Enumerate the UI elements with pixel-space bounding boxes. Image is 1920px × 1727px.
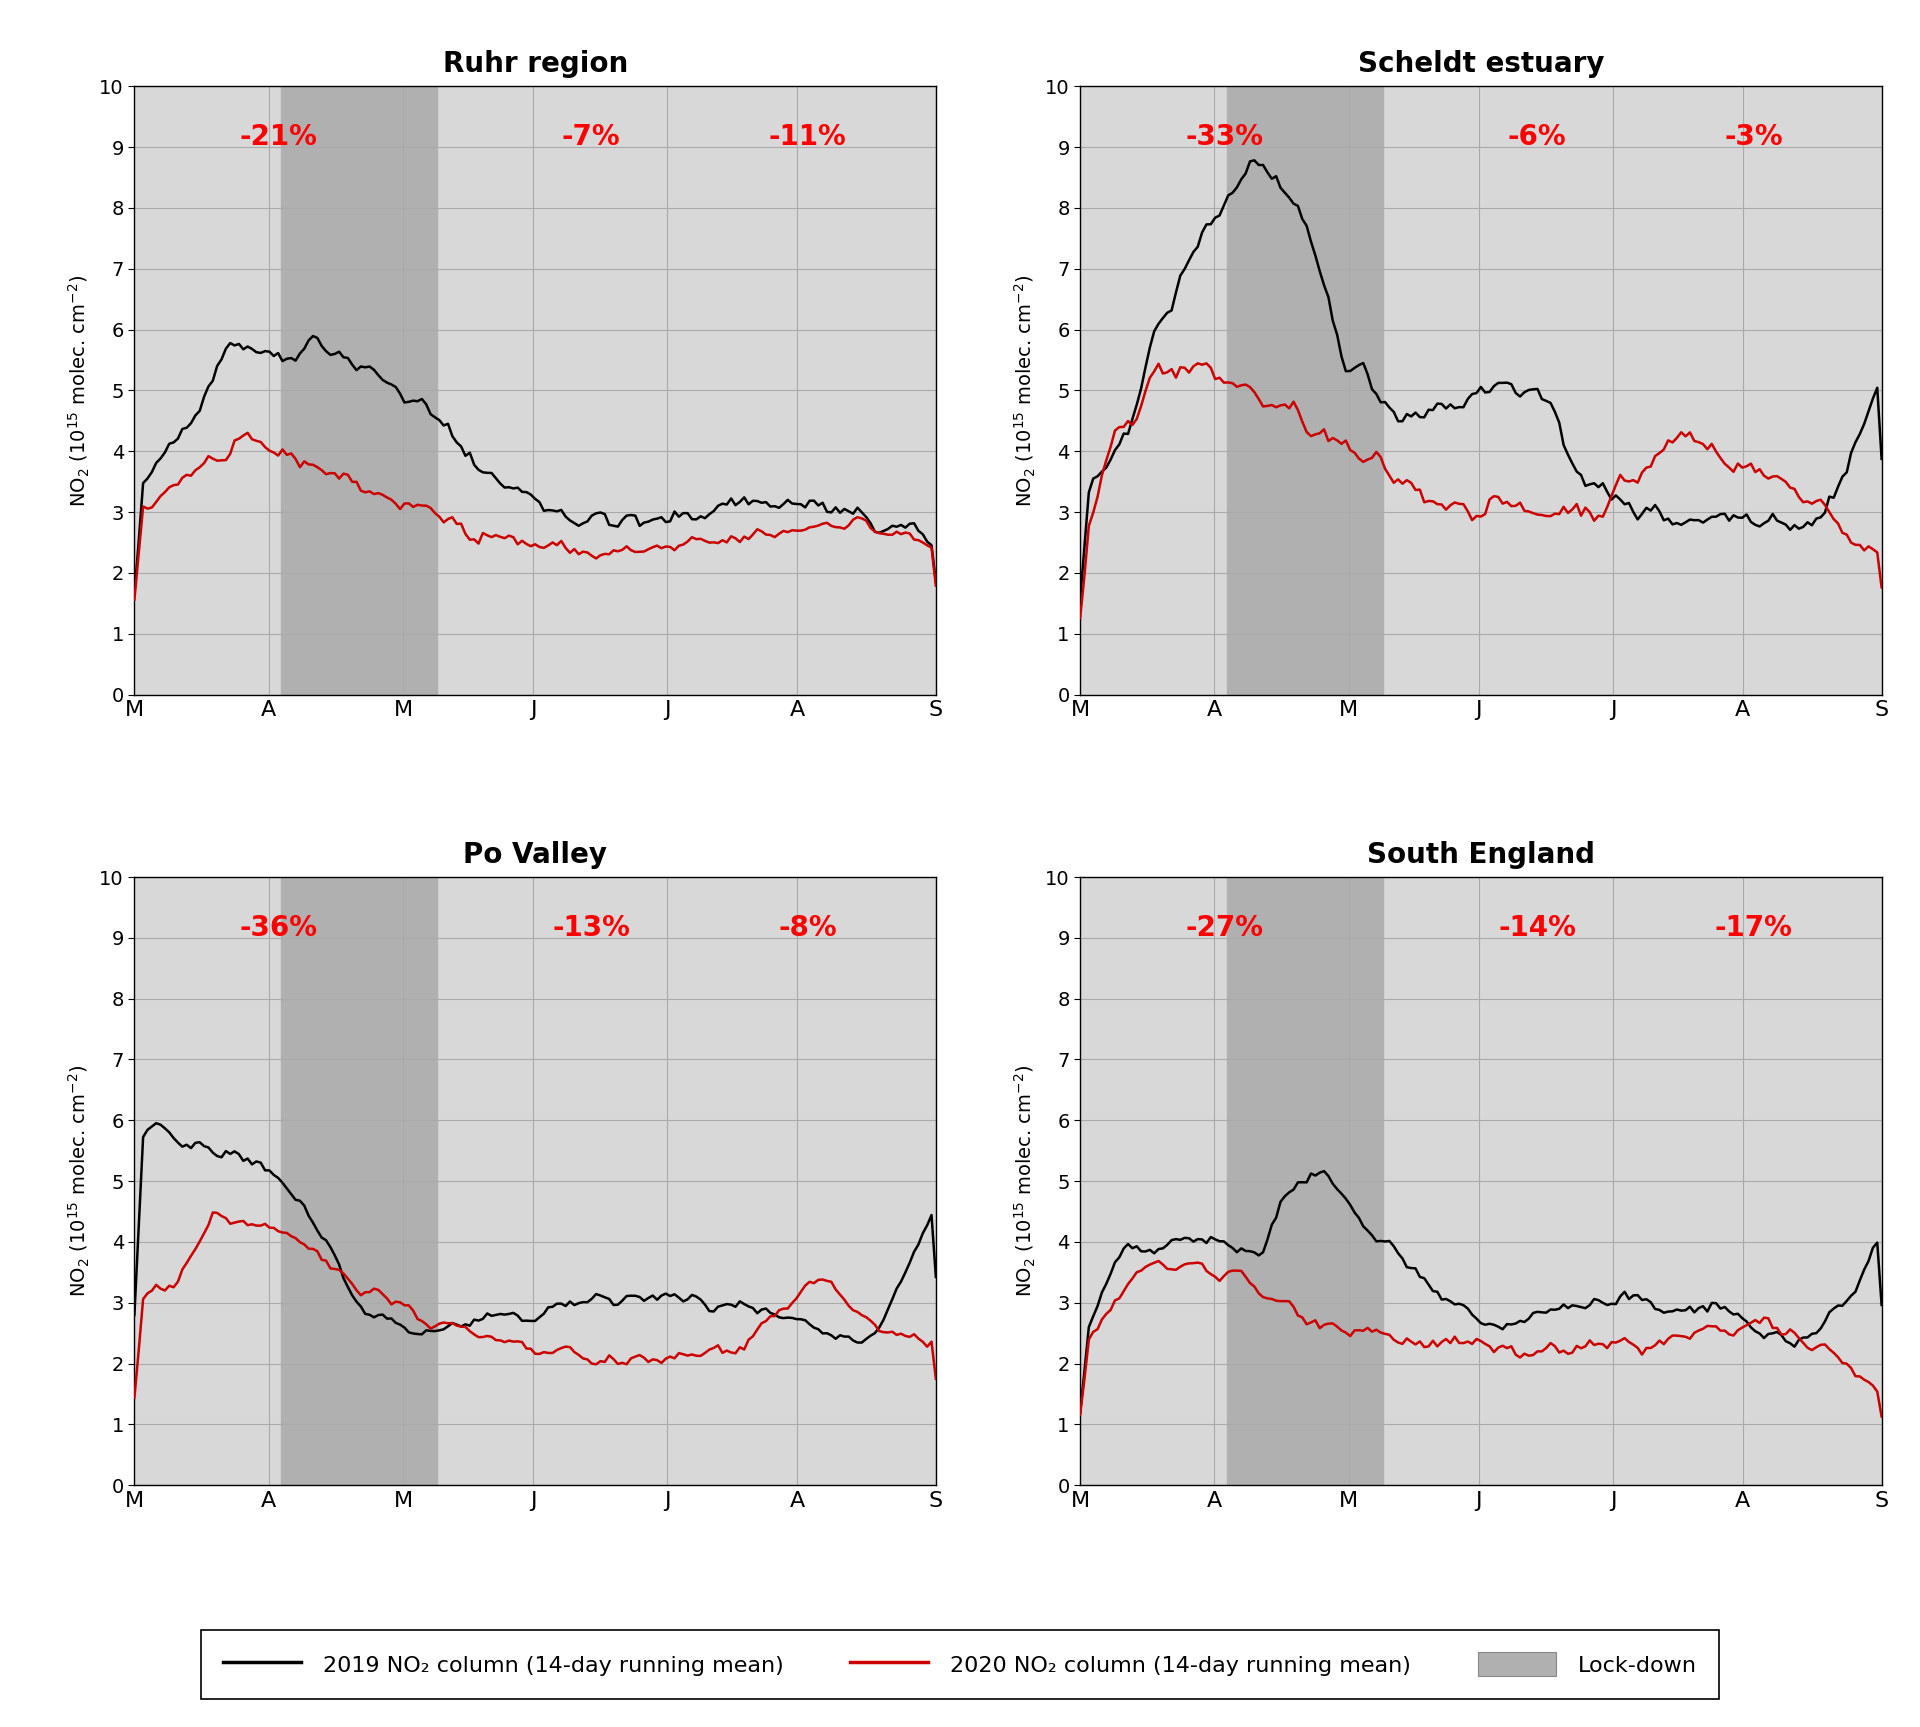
- Text: -27%: -27%: [1185, 914, 1263, 941]
- Bar: [1227, 86, 1382, 694]
- Text: -11%: -11%: [768, 123, 847, 150]
- Title: Ruhr region: Ruhr region: [442, 50, 628, 78]
- Y-axis label: NO$_2$ (10$^{15}$ molec. cm$^{-2}$): NO$_2$ (10$^{15}$ molec. cm$^{-2}$): [67, 275, 92, 506]
- Text: -17%: -17%: [1715, 914, 1791, 941]
- Text: -36%: -36%: [240, 914, 317, 941]
- Text: -7%: -7%: [563, 123, 620, 150]
- Title: Po Valley: Po Valley: [463, 841, 607, 869]
- Bar: [280, 877, 438, 1485]
- Y-axis label: NO$_2$ (10$^{15}$ molec. cm$^{-2}$): NO$_2$ (10$^{15}$ molec. cm$^{-2}$): [67, 1066, 92, 1297]
- Text: -3%: -3%: [1724, 123, 1782, 150]
- Text: -13%: -13%: [553, 914, 630, 941]
- Text: -14%: -14%: [1498, 914, 1576, 941]
- Y-axis label: NO$_2$ (10$^{15}$ molec. cm$^{-2}$): NO$_2$ (10$^{15}$ molec. cm$^{-2}$): [1014, 275, 1039, 506]
- Y-axis label: NO$_2$ (10$^{15}$ molec. cm$^{-2}$): NO$_2$ (10$^{15}$ molec. cm$^{-2}$): [1014, 1066, 1039, 1297]
- Text: -6%: -6%: [1507, 123, 1567, 150]
- Bar: [1227, 877, 1382, 1485]
- Bar: [280, 86, 438, 694]
- Text: -33%: -33%: [1185, 123, 1263, 150]
- Text: -21%: -21%: [240, 123, 317, 150]
- Text: -8%: -8%: [778, 914, 837, 941]
- Legend: 2019 NO₂ column (14-day running mean), 2020 NO₂ column (14-day running mean), Lo: 2019 NO₂ column (14-day running mean), 2…: [202, 1630, 1718, 1699]
- Title: South England: South England: [1367, 841, 1596, 869]
- Title: Scheldt estuary: Scheldt estuary: [1357, 50, 1603, 78]
